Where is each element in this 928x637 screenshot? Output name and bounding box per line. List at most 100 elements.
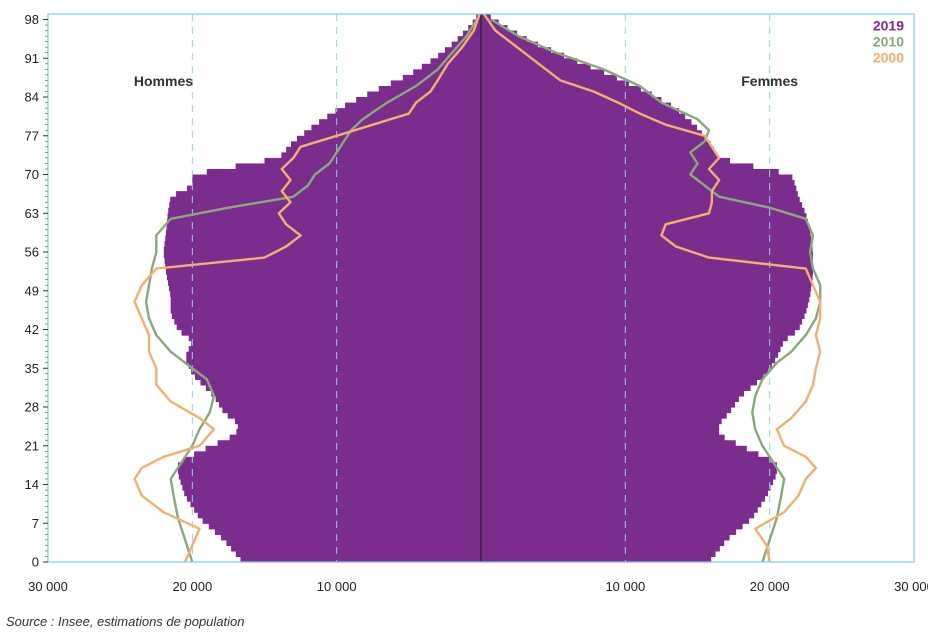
bar-male [165,229,481,237]
legend-label-2000: 2000 [873,50,904,66]
bar-female [481,351,779,358]
bar-male [194,506,481,513]
bar-female [481,346,781,353]
bar-male [229,434,481,441]
y-tick-label: 84 [25,90,39,105]
bar-female [481,74,617,82]
bar-female [481,456,771,463]
bar-female [481,152,718,159]
bar-male [227,412,481,419]
bar-male [214,528,481,535]
bar-male [451,41,481,48]
bar-male [176,323,482,331]
bar-female [481,506,758,513]
bar-male [311,124,481,131]
bar-male [170,307,481,314]
y-tick-label: 21 [25,438,39,453]
bar-male [217,440,481,447]
bar-male [178,473,482,480]
bar-female [481,135,707,142]
bar-male [190,501,481,508]
x-tick-label: 10 000 [317,579,357,594]
y-tick-label: 77 [25,128,39,143]
bar-female [481,268,813,275]
bar-female [481,462,777,469]
bar-male [191,340,481,347]
bar-female [481,434,725,441]
y-tick-label: 0 [32,555,39,570]
bar-male [197,512,481,519]
bar-male [438,52,481,59]
bar-female [481,91,652,98]
bar-male [177,467,481,475]
bar-male [200,379,481,386]
population-pyramid-chart: 0 7 14 21 28 35 42 49 56 63 70 77 84 91 98 30 000 20 00… [25,12,928,594]
bar-female [481,473,776,480]
bar-female [481,329,795,336]
bar-male [169,285,482,292]
y-axis: 0 7 14 21 28 35 42 49 56 63 70 77 84 91 98 [25,12,48,570]
line-2010-females [490,18,822,563]
bar-male [206,168,481,176]
bar-female [481,512,755,519]
y-tick-label: 35 [25,361,39,376]
bar-male [222,407,481,414]
bar-male [231,545,481,552]
bar-female [481,318,803,325]
bar-male [413,69,481,76]
bar-male [188,362,481,369]
bar-male [281,152,481,159]
bar-female [481,440,736,447]
bar-male [174,318,481,325]
bar-female [481,523,743,530]
bar-female [481,180,795,187]
bar-female [481,41,539,48]
bar-female [481,119,692,126]
bar-male [211,390,481,397]
bar-male [177,462,481,469]
bar-male [205,384,482,392]
side-label-left: Hommes [134,73,193,89]
bar-male [319,119,481,126]
bar-female [481,495,765,502]
source-note: Source : Insee, estimations de populatio… [6,614,245,629]
bar-male [164,240,481,248]
bar-female [481,168,779,176]
bar-female [481,379,758,386]
bar-male [170,301,481,308]
bar-male [327,113,481,120]
bar-male [235,550,481,558]
bar-female [481,108,679,115]
bar-male [205,445,481,452]
legend-label-2010: 2010 [873,34,904,50]
bar-male [219,401,481,408]
bar-male [236,429,481,436]
bar-female [481,290,811,297]
bar-female [481,501,762,508]
bar-male [237,423,481,430]
x-tick-label: 20 000 [750,579,790,594]
bar-male [194,451,481,458]
bar-female [481,312,805,320]
x-tick-label: 30 000 [894,579,928,594]
legend-label-2019: 2019 [873,18,904,34]
bar-female [481,80,629,87]
bar-male [202,517,482,524]
bar-female [481,36,527,43]
bar-female [481,58,578,65]
bar-male [335,108,481,115]
bar-male [421,63,481,70]
bar-male [170,296,481,303]
bar-male [164,257,481,264]
bar-male [208,523,481,530]
bar-male [457,36,481,43]
bar-female [481,528,737,535]
y-tick-label: 98 [25,12,39,27]
y-tick-label: 63 [25,206,39,221]
bar-male [181,329,481,336]
bar-female [481,213,807,220]
bar-female [481,240,812,248]
bar-male [192,174,482,181]
bar-male [195,373,481,380]
bar-male [169,202,482,209]
